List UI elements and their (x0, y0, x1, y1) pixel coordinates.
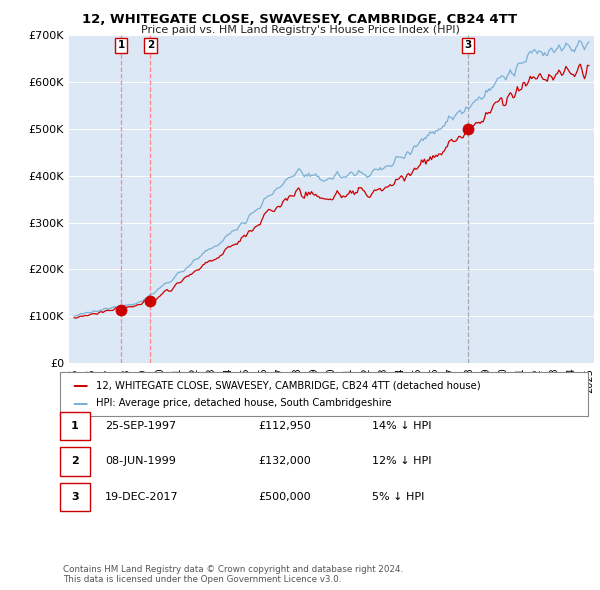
Text: £500,000: £500,000 (258, 492, 311, 502)
Text: —: — (72, 396, 88, 411)
Text: £112,950: £112,950 (258, 421, 311, 431)
Text: 2: 2 (71, 457, 79, 466)
Text: 19-DEC-2017: 19-DEC-2017 (105, 492, 179, 502)
Text: —: — (72, 378, 88, 393)
Text: 12, WHITEGATE CLOSE, SWAVESEY, CAMBRIDGE, CB24 4TT: 12, WHITEGATE CLOSE, SWAVESEY, CAMBRIDGE… (82, 13, 518, 26)
Text: 1: 1 (71, 421, 79, 431)
Text: Price paid vs. HM Land Registry's House Price Index (HPI): Price paid vs. HM Land Registry's House … (140, 25, 460, 35)
Text: 12% ↓ HPI: 12% ↓ HPI (372, 457, 431, 466)
Text: 12, WHITEGATE CLOSE, SWAVESEY, CAMBRIDGE, CB24 4TT (detached house): 12, WHITEGATE CLOSE, SWAVESEY, CAMBRIDGE… (96, 381, 481, 391)
Text: 2: 2 (146, 40, 154, 50)
Text: 25-SEP-1997: 25-SEP-1997 (105, 421, 176, 431)
Text: 3: 3 (71, 492, 79, 502)
Text: 1: 1 (118, 40, 125, 50)
Text: HPI: Average price, detached house, South Cambridgeshire: HPI: Average price, detached house, Sout… (96, 398, 392, 408)
Text: Contains HM Land Registry data © Crown copyright and database right 2024.: Contains HM Land Registry data © Crown c… (63, 565, 403, 574)
Text: 3: 3 (464, 40, 472, 50)
Text: 14% ↓ HPI: 14% ↓ HPI (372, 421, 431, 431)
Text: 08-JUN-1999: 08-JUN-1999 (105, 457, 176, 466)
Text: 5% ↓ HPI: 5% ↓ HPI (372, 492, 424, 502)
Text: This data is licensed under the Open Government Licence v3.0.: This data is licensed under the Open Gov… (63, 575, 341, 584)
Text: £132,000: £132,000 (258, 457, 311, 466)
